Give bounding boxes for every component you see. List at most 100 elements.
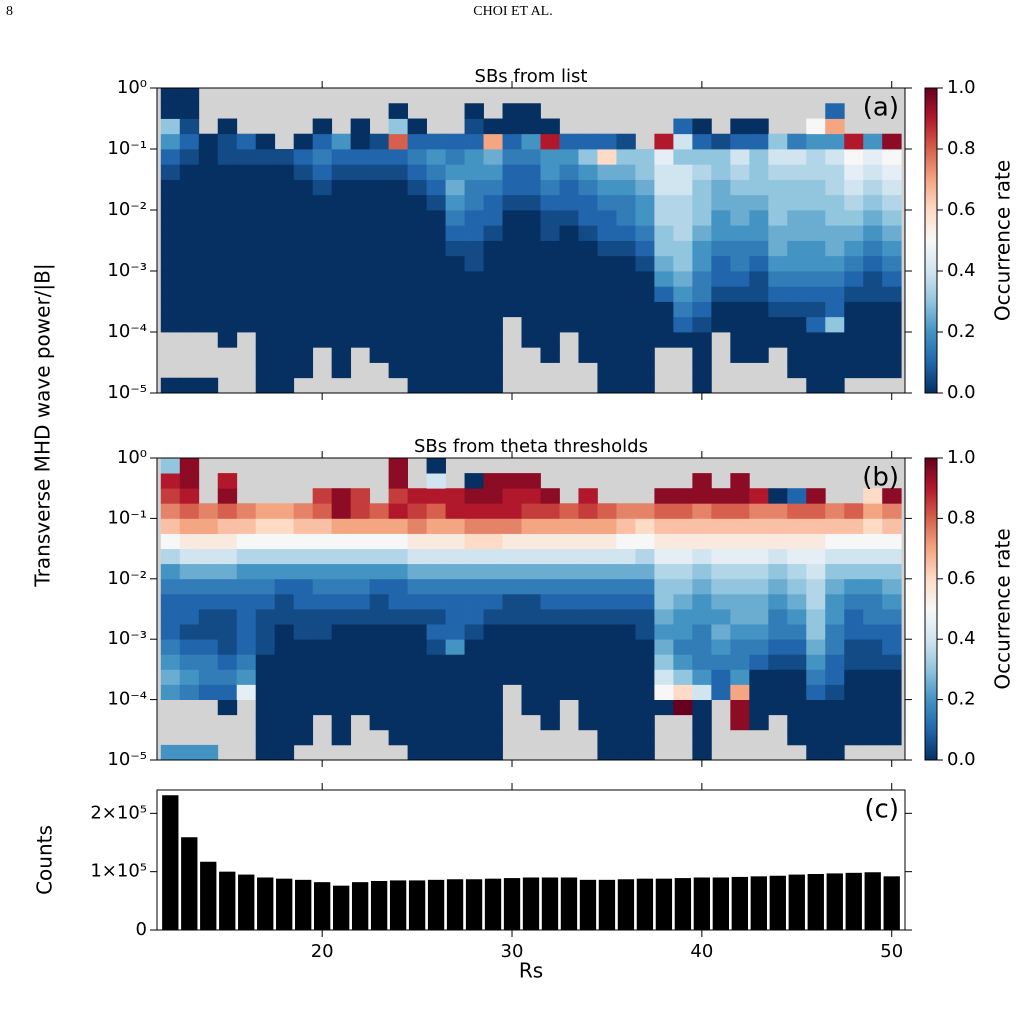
heatmap-cell	[844, 624, 864, 640]
heatmap-cell	[730, 609, 750, 625]
heatmap-cell	[559, 149, 579, 165]
heatmap-cell	[179, 271, 200, 287]
heatmap-cell	[597, 563, 617, 580]
heatmap-cell	[236, 301, 257, 318]
heatmap-cell	[179, 149, 200, 165]
heatmap-cell	[711, 503, 731, 519]
heatmap-cell	[825, 578, 845, 595]
y-tick-label: 10⁻⁴	[107, 689, 147, 710]
heatmap-cell	[521, 286, 541, 302]
heatmap-cell	[635, 729, 655, 746]
heatmap-cell	[160, 316, 181, 333]
heatmap-cell	[464, 332, 484, 348]
heatmap-cell	[711, 164, 731, 180]
heatmap-cell	[198, 286, 219, 302]
heatmap-cell	[863, 332, 883, 348]
heatmap-cell	[388, 458, 408, 474]
y-tick-label: 10⁻⁴	[107, 321, 147, 342]
heatmap-cell	[882, 639, 902, 655]
heatmap-cell	[559, 624, 579, 640]
heatmap-cell	[730, 225, 750, 241]
heatmap-cell	[616, 518, 636, 534]
heatmap-cell	[730, 518, 750, 534]
heatmap-cell	[426, 578, 446, 595]
heatmap-cell	[312, 533, 333, 550]
heatmap-cell	[293, 654, 314, 670]
heatmap-cell	[236, 271, 257, 287]
heatmap-cell	[312, 488, 333, 504]
colorbar-tick-label: 0.8	[947, 507, 976, 528]
heatmap-cell	[426, 271, 446, 287]
heatmap-cell	[654, 548, 674, 565]
heatmap-cell	[293, 578, 314, 595]
heatmap-cell	[350, 286, 371, 302]
heatmap-cell	[407, 133, 427, 150]
heatmap-cell	[521, 609, 541, 625]
heatmap-cell	[217, 578, 238, 595]
heatmap-cell	[692, 609, 712, 625]
heatmap-cell	[616, 225, 636, 241]
heatmap-cell	[806, 699, 826, 716]
heatmap-cell	[559, 503, 579, 519]
heatmap-cell	[521, 210, 541, 226]
panel-title: SBs from list	[475, 66, 588, 87]
heatmap-cell	[388, 362, 408, 379]
heatmap-cell	[293, 624, 314, 640]
heatmap-cell	[711, 271, 731, 287]
heatmap-cell	[825, 744, 845, 761]
heatmap-cell	[597, 593, 617, 610]
heatmap-cell	[483, 654, 503, 670]
heatmap-cell	[521, 164, 541, 180]
heatmap-cell	[407, 503, 427, 519]
heatmap-cell	[198, 639, 219, 655]
heatmap-cell	[654, 624, 674, 640]
heatmap-cell	[445, 377, 465, 394]
heatmap-cell	[388, 271, 408, 287]
heatmap-cell	[863, 593, 883, 610]
heatmap-cell	[312, 133, 333, 150]
heatmap-cell	[217, 332, 238, 348]
colorbar-tick-label: 1.0	[947, 77, 976, 98]
heatmap-cell	[464, 301, 484, 318]
heatmap-cell	[597, 240, 617, 257]
heatmap-cell	[749, 332, 769, 348]
heatmap-cell	[692, 347, 712, 363]
heatmap-cell	[160, 286, 181, 302]
heatmap-cell	[616, 149, 636, 165]
heatmap-cell	[445, 518, 465, 534]
heatmap-cell	[806, 518, 826, 534]
heatmap-cell	[331, 271, 352, 287]
heatmap-cell	[521, 654, 541, 670]
heatmap-cell	[388, 548, 408, 565]
heatmap-cell	[217, 684, 238, 700]
heatmap-cell	[331, 286, 352, 302]
bar	[427, 879, 445, 930]
heatmap-cell	[654, 240, 674, 257]
heatmap-cell	[350, 654, 371, 670]
heatmap-cell	[578, 503, 598, 519]
heatmap-cell	[863, 255, 883, 272]
heatmap-cell	[768, 639, 788, 655]
colorbar-tick-label: 0.2	[947, 689, 976, 710]
heatmap-cell	[578, 548, 598, 565]
heatmap-cell	[711, 593, 731, 610]
heatmap-cell	[882, 578, 902, 595]
heatmap-cell	[331, 714, 352, 731]
heatmap-cell	[692, 225, 712, 241]
bar	[332, 885, 350, 930]
heatmap-cell	[597, 533, 617, 550]
colorbar-label: Occurrence rate	[991, 160, 1015, 321]
heatmap-cell	[198, 149, 219, 165]
heatmap-cell	[806, 593, 826, 610]
heatmap-cell	[426, 210, 446, 226]
heatmap-cell	[882, 669, 902, 685]
heatmap-cell	[692, 271, 712, 287]
heatmap-cell	[540, 179, 560, 196]
heatmap-cell	[521, 133, 541, 150]
y-tick-label: 1×10⁵	[90, 861, 147, 882]
heatmap-cell	[692, 533, 712, 550]
colorbar-tick-label: 1.0	[947, 447, 976, 468]
heatmap-cell	[540, 149, 560, 165]
heatmap-cell	[407, 578, 427, 595]
heatmap-cell	[711, 316, 731, 333]
